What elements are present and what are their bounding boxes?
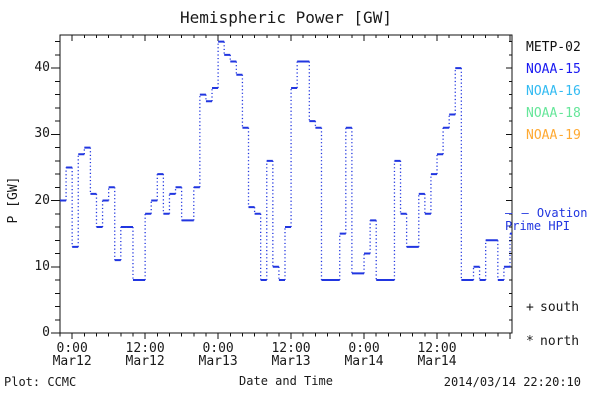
x-tick-time: 0:00 bbox=[202, 341, 234, 356]
chart-title: Hemispheric Power [GW] bbox=[180, 8, 392, 27]
x-tick-date: Mar13 bbox=[198, 353, 238, 369]
legend-item-metp-02: METP-02 bbox=[526, 40, 581, 55]
x-tick-date: Mar14 bbox=[344, 353, 384, 369]
x-tick-time: 0:00 bbox=[56, 341, 88, 356]
x-tick-date: Mar13 bbox=[271, 353, 311, 369]
legend-item-noaa-19: NOAA-19 bbox=[526, 128, 581, 143]
hpi-step-series bbox=[60, 40, 512, 282]
x-tick-label-mar13-1200: 12:00 Mar13 bbox=[254, 341, 328, 369]
y-tick-label-0: 0 bbox=[42, 325, 50, 340]
legend-item-noaa-15: NOAA-15 bbox=[526, 62, 581, 77]
x-tick-date: Mar12 bbox=[52, 353, 92, 369]
x-tick-label-mar12-000: 0:00 Mar12 bbox=[35, 341, 109, 369]
x-axis-title: Date and Time bbox=[239, 374, 333, 388]
plot-frame bbox=[59, 34, 513, 334]
x-tick-label-mar12-1200: 12:00 Mar12 bbox=[108, 341, 182, 369]
plot-source-label: Plot: CCMC bbox=[4, 375, 77, 389]
ovation-legend-line1: – – Ovation bbox=[505, 207, 588, 220]
y-tick-label-10: 10 bbox=[34, 258, 50, 274]
ovation-label-line2: Prime HPI bbox=[505, 219, 571, 233]
x-tick-time: 0:00 bbox=[348, 341, 380, 356]
hpi-series-vertical-dotted bbox=[65, 41, 511, 281]
legend-item-noaa-16: NOAA-16 bbox=[526, 84, 581, 99]
y-tick-label-40: 40 bbox=[34, 60, 50, 76]
axis-ticks bbox=[51, 35, 512, 339]
plus-marker-icon: + bbox=[526, 300, 534, 315]
ovation-legend: – – Ovation Prime HPI bbox=[505, 207, 588, 233]
north-marker-label: north bbox=[540, 334, 580, 349]
ovation-label-line1: Ovation bbox=[536, 206, 588, 220]
x-tick-date: Mar14 bbox=[417, 353, 457, 369]
plot-timestamp: 2014/03/14 22:20:10 bbox=[443, 375, 581, 389]
legend-item-noaa-18: NOAA-18 bbox=[526, 106, 581, 121]
y-tick-label-20: 20 bbox=[34, 192, 50, 208]
south-marker-legend: + south bbox=[526, 300, 579, 315]
x-tick-label-mar14-1200: 12:00 Mar14 bbox=[400, 341, 474, 369]
north-marker-legend: * north bbox=[526, 334, 579, 349]
x-tick-label-mar13-000: 0:00 Mar13 bbox=[181, 341, 255, 369]
y-tick-label-30: 30 bbox=[34, 126, 50, 142]
asterisk-marker-icon: * bbox=[526, 334, 534, 349]
x-tick-time: 12:00 bbox=[417, 341, 457, 356]
ovation-line-sample: – – bbox=[505, 206, 530, 220]
x-tick-label-mar14-000: 0:00 Mar14 bbox=[327, 341, 401, 369]
x-tick-time: 12:00 bbox=[271, 341, 311, 356]
x-tick-time: 12:00 bbox=[125, 341, 165, 356]
south-marker-label: south bbox=[540, 300, 580, 315]
hpi-series-horizontal bbox=[60, 40, 512, 282]
x-tick-date: Mar12 bbox=[125, 353, 165, 369]
